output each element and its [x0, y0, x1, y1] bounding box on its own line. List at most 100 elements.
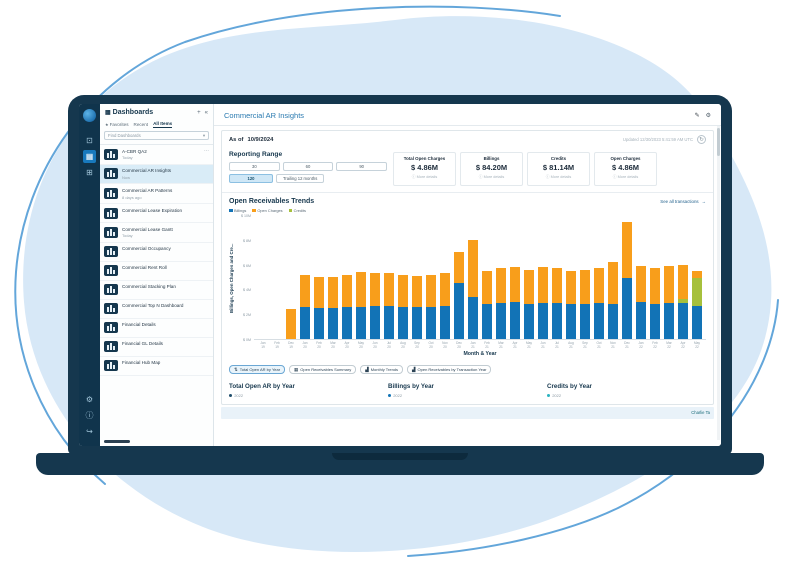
sidebar-item-text: Financial Details: [122, 322, 209, 328]
pill-open-receivables-summary[interactable]: ▦ Open Receivables Summary: [289, 365, 357, 375]
x-tick-year: 21: [611, 345, 615, 350]
item-more-icon[interactable]: ⋯: [204, 147, 209, 154]
x-tick-label: Jan 21: [466, 341, 480, 349]
bar-slot: [578, 216, 592, 339]
sidebar-item-financial-details[interactable]: Financial Details: [100, 319, 213, 338]
app-logo[interactable]: [83, 109, 96, 122]
see-all-transactions-link[interactable]: See all transactions →: [660, 199, 706, 204]
bar-segment-open-charges: [397, 274, 409, 307]
sidebar-item-text: Financial Hub Map: [122, 360, 209, 366]
sidebar-tab-all-items[interactable]: All Items: [153, 121, 173, 128]
dashboard-card: As of 10/9/2024 Updated 12/30/2023 5:41:…: [221, 130, 714, 405]
stacked-bar-dec-20[interactable]: [453, 252, 465, 339]
pill-open-receivables-by-transaction-year[interactable]: ▟ Open Receivables by Transaction Year: [407, 365, 492, 375]
range-button-120[interactable]: 120: [229, 174, 273, 183]
stacked-bar-mar-20[interactable]: [327, 277, 339, 339]
stacked-bar-apr-21[interactable]: [509, 267, 521, 339]
help-icon[interactable]: ⓘ: [85, 410, 94, 420]
stacked-bar-jan-21[interactable]: [467, 239, 479, 339]
sidebar-scrollbar[interactable]: [104, 440, 130, 443]
gear-icon[interactable]: ⚙: [705, 112, 711, 119]
sidebar-item-commercial-stacking-plan[interactable]: Commercial Stacking Plan: [100, 281, 213, 300]
x-tick-month: Jun: [540, 341, 546, 345]
stacked-bar-feb-20[interactable]: [313, 277, 325, 339]
sidebar-item-commercial-top-n-dashboard[interactable]: Commercial Top N Dashboard: [100, 300, 213, 319]
stacked-bar-jul-20[interactable]: [383, 273, 395, 339]
stacked-bar-dec-19[interactable]: [285, 309, 297, 339]
stacked-bar-jun-20[interactable]: [369, 273, 381, 339]
as-of-date[interactable]: 10/9/2024: [247, 136, 274, 143]
stacked-bar-may-20[interactable]: [355, 272, 367, 339]
legend-dot: [547, 393, 551, 397]
sidebar-item-commercial-lease-expiration[interactable]: Commercial Lease Expiration: [100, 204, 213, 224]
settings-icon[interactable]: ⚙: [85, 394, 94, 404]
sidebar-item-financial-gl-details[interactable]: Financial GL Details: [100, 338, 213, 357]
bar-segment-billings: [621, 278, 633, 339]
screens-icon[interactable]: ⊡: [86, 135, 93, 145]
find-dashboards-input[interactable]: Find Dashboards ▾: [104, 131, 209, 140]
laptop-mockup: ⊡ ▦ ⊞ ⚙ ⓘ ↪ ▦ Dashboards + « ★ Favorites Recen…: [68, 95, 732, 455]
range-button-90[interactable]: 90: [336, 162, 388, 171]
stacked-bar-aug-20[interactable]: [397, 274, 409, 339]
more-details-link[interactable]: ⓘ More details: [612, 175, 639, 179]
stacked-bar-aug-21[interactable]: [565, 270, 577, 339]
edit-icon[interactable]: ✎: [694, 112, 700, 119]
stacked-bar-sep-21[interactable]: [579, 269, 591, 339]
pill-total-open-ar-by-year[interactable]: ⇅ Total Open AR by Year: [229, 365, 286, 375]
stacked-bar-jun-21[interactable]: [537, 267, 549, 339]
stacked-bar-feb-22[interactable]: [649, 268, 661, 339]
sidebar-tab-recent[interactable]: Recent: [133, 122, 149, 127]
range-button-30[interactable]: 30: [229, 162, 280, 171]
sidebar-item-text: Financial GL Details: [122, 341, 209, 347]
sidebar-tab-favorites[interactable]: ★ Favorites: [105, 122, 129, 127]
sidebar-item-text: Commercial Lease Gantt Today: [122, 227, 209, 239]
logout-icon[interactable]: ↪: [86, 426, 93, 436]
add-dashboard-icon[interactable]: +: [197, 109, 201, 116]
stacked-bar-nov-20[interactable]: [439, 273, 451, 339]
bar-segment-billings: [411, 306, 423, 339]
stacked-bar-apr-20[interactable]: [341, 274, 353, 339]
stacked-bar-oct-21[interactable]: [593, 268, 605, 339]
stacked-bar-dec-21[interactable]: [621, 222, 633, 339]
stacked-bar-mar-21[interactable]: [495, 268, 507, 339]
rail-top-icons: ⊡ ▦ ⊞: [83, 131, 96, 182]
sidebar-item-commercial-rent-roll[interactable]: Commercial Rent Roll: [100, 262, 213, 281]
refresh-icon[interactable]: ↻: [697, 135, 706, 144]
stacked-bar-nov-21[interactable]: [607, 262, 619, 339]
bar-segment-open-charges: [481, 270, 493, 305]
more-details-link[interactable]: ⓘ More details: [478, 175, 505, 179]
sidebar-item-financial-hub-map[interactable]: Financial Hub Map: [100, 357, 213, 376]
more-details-link[interactable]: ⓘ More details: [411, 175, 438, 179]
bar-segment-open-charges: [621, 222, 633, 279]
stacked-bar-apr-22[interactable]: [677, 264, 689, 339]
main-scrollbar[interactable]: [717, 126, 720, 440]
chevron-down-icon[interactable]: ▾: [202, 132, 205, 138]
pill-monthly-trends[interactable]: ▟ Monthly Trends: [360, 365, 404, 375]
stacked-bar-oct-20[interactable]: [425, 274, 437, 339]
range-button-trailing-12-months[interactable]: Trailing 12 months: [276, 174, 325, 183]
dashboards-icon[interactable]: ▦: [83, 150, 96, 163]
stacked-bar-jul-21[interactable]: [551, 268, 563, 339]
sidebar-item-commercial-lease-gantt[interactable]: Commercial Lease Gantt Today: [100, 223, 213, 243]
sidebar-item-commercial-ar-patterns[interactable]: Commercial AR Patterns 8 days ago: [100, 184, 213, 205]
range-button-60[interactable]: 60: [282, 162, 334, 171]
stacked-bar-feb-21[interactable]: [481, 270, 493, 339]
apps-icon[interactable]: ⊞: [86, 167, 93, 177]
info-icon: ⓘ: [478, 175, 484, 179]
sidebar-item-a-cbr-qa2[interactable]: A-CBR QA2 Today ⋯: [100, 145, 213, 165]
stacked-bar-mar-22[interactable]: [663, 265, 675, 339]
bar-segment-open-charges: [355, 272, 367, 307]
bar-segment-billings: [579, 304, 591, 339]
more-details-link[interactable]: ⓘ More details: [545, 175, 572, 179]
scrollbar-thumb[interactable]: [717, 128, 720, 156]
sidebar-item-commercial-ar-insights[interactable]: Commercial AR Insights Now: [100, 164, 213, 185]
stacked-bar-may-22[interactable]: [691, 270, 703, 339]
x-tick-month: Apr: [680, 341, 686, 345]
stacked-bar-may-21[interactable]: [523, 269, 535, 339]
collapse-sidebar-icon[interactable]: «: [204, 109, 208, 116]
stacked-bar-jan-22[interactable]: [635, 265, 647, 339]
chart-icon: ▟: [412, 366, 416, 372]
stacked-bar-jan-20[interactable]: [299, 274, 311, 339]
sidebar-item-commercial-occupancy[interactable]: Commercial Occupancy: [100, 243, 213, 262]
stacked-bar-sep-20[interactable]: [411, 275, 423, 339]
